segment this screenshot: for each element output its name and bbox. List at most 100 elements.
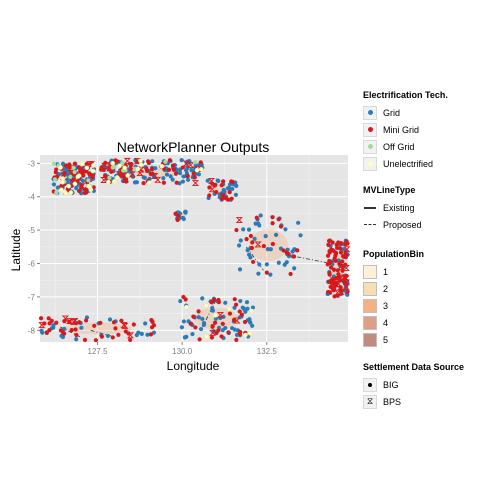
mini-grid-point <box>227 311 233 316</box>
grid-point <box>182 335 187 340</box>
bin-3-swatch <box>363 298 377 313</box>
grid-point <box>181 319 186 324</box>
grid-point <box>178 170 183 176</box>
mini-grid-point <box>81 173 86 178</box>
legend-label: 4 <box>383 317 389 328</box>
unelectrified-point <box>198 167 204 172</box>
grid-point <box>179 325 184 330</box>
mini-grid-point <box>124 179 129 184</box>
mini-grid-point <box>229 179 234 184</box>
off-grid-point <box>193 160 198 165</box>
legend-item-grid: Grid <box>363 104 448 121</box>
mini-grid-point <box>119 318 124 323</box>
proposed-line <box>297 256 332 264</box>
mini-grid-point <box>60 183 65 188</box>
mini-grid-point <box>185 173 190 179</box>
unelectrified-point <box>110 160 115 166</box>
mini-grid-point <box>207 193 212 198</box>
mini-grid-point <box>82 190 87 196</box>
mini-grid-point <box>213 182 218 187</box>
mini-grid-point <box>338 250 344 255</box>
mini-grid-point <box>197 337 202 342</box>
legend-item-mini-grid: Mini Grid <box>363 121 448 138</box>
grid-point <box>252 236 257 241</box>
mini-grid-point <box>333 283 338 288</box>
mini-grid-point <box>345 241 350 246</box>
mini-grid-point <box>225 197 231 202</box>
grid-point <box>62 326 67 331</box>
mini-grid-point <box>339 289 344 294</box>
unelectrified-point <box>112 179 117 184</box>
legend-item-bin-4: 4 <box>363 314 424 331</box>
mini-grid-point <box>239 312 244 317</box>
grid-point <box>258 213 263 218</box>
mini-grid-point <box>82 337 88 343</box>
grid-point <box>201 322 207 327</box>
legend-data-source: Settlement Data Source BIG ⧖ BPS <box>363 362 464 410</box>
grid-point <box>283 227 288 232</box>
mini-grid-point <box>91 185 96 190</box>
mini-grid-point <box>196 309 201 314</box>
mini-grid-point <box>174 180 179 185</box>
grid-point <box>180 179 186 184</box>
mini-grid-point <box>325 262 330 267</box>
mini-grid-point <box>198 160 203 165</box>
mini-grid-point <box>326 242 331 248</box>
mini-grid-point <box>237 331 242 336</box>
unelectrified-point <box>60 179 65 185</box>
bps-point <box>219 193 227 200</box>
grid-point <box>105 333 111 339</box>
grid-point <box>196 315 201 320</box>
grid-point <box>222 189 227 194</box>
mini-grid-point <box>325 253 331 258</box>
unelectrified-point <box>247 330 253 336</box>
unelectrified-point <box>184 304 189 310</box>
mini-grid-point <box>336 240 341 245</box>
unelectrified-point <box>204 334 209 339</box>
mini-grid-point <box>340 268 345 273</box>
grid-point <box>179 158 184 163</box>
mini-grid-point <box>109 169 114 174</box>
legend-item-existing: Existing <box>363 199 422 216</box>
grid-point <box>200 296 205 301</box>
y-tick-label: -6 <box>28 260 36 269</box>
grid-point <box>250 323 255 328</box>
mini-grid-point <box>278 224 284 229</box>
mini-grid-point <box>128 337 133 342</box>
mini-grid-point <box>248 233 253 239</box>
grid-point <box>284 260 289 265</box>
mini-grid-point <box>161 180 166 185</box>
grid-point <box>245 306 250 311</box>
mini-grid-point <box>337 261 342 266</box>
grid-point <box>273 232 279 237</box>
grid-point <box>230 186 235 192</box>
mini-grid-point <box>191 314 196 319</box>
mini-grid-point <box>220 179 226 184</box>
grid-point <box>170 177 175 182</box>
off-grid-point <box>86 178 91 183</box>
unelectrified-point <box>106 179 111 185</box>
solid-line-swatch <box>364 206 376 209</box>
mini-grid-point <box>98 320 103 325</box>
mini-grid-point <box>335 268 340 273</box>
unelectrified-swatch <box>367 161 373 166</box>
legend-label: Off Grid <box>383 141 415 152</box>
mini-grid-point <box>181 294 186 300</box>
grid-point <box>241 227 246 232</box>
bps-point <box>151 172 159 179</box>
grid-point <box>180 215 186 220</box>
mini-grid-point <box>70 178 75 183</box>
bps-point <box>71 318 79 325</box>
bps-point <box>100 177 108 183</box>
bps-point <box>136 170 144 177</box>
grid-point <box>181 174 186 179</box>
bps-point <box>61 315 70 322</box>
mini-grid-point <box>63 163 69 168</box>
grid-point <box>248 255 253 260</box>
mini-grid-point <box>219 183 224 188</box>
grid-point <box>290 249 295 254</box>
mini-grid-point <box>270 215 275 220</box>
mini-grid-point <box>62 170 67 176</box>
mini-grid-point <box>129 162 134 167</box>
bin-2-swatch <box>363 281 377 296</box>
